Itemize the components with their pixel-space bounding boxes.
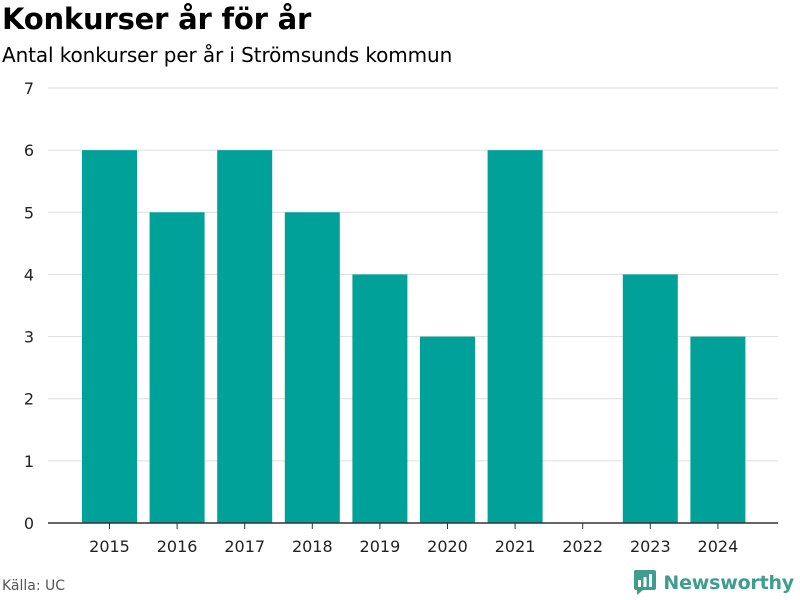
bar [149, 212, 205, 524]
y-tick-label: 2 [24, 390, 34, 409]
x-tick-label: 2018 [292, 537, 333, 556]
x-tick-label: 2017 [224, 537, 265, 556]
x-tick-label: 2019 [360, 537, 401, 556]
bar [487, 150, 543, 523]
bar [284, 212, 340, 524]
bar [622, 274, 678, 523]
y-tick-label: 7 [24, 79, 34, 98]
newsworthy-logo-icon [634, 570, 657, 595]
brand-name: Newsworthy [663, 571, 794, 594]
y-tick-label: 4 [24, 265, 34, 284]
y-tick-label: 3 [24, 328, 34, 347]
x-tick-label: 2021 [495, 537, 536, 556]
chart-title: Konkurser år för år [2, 2, 312, 36]
bar [217, 150, 273, 523]
bar [690, 336, 746, 523]
x-tick-label: 2022 [562, 537, 603, 556]
source-note: Källa: UC [2, 578, 66, 594]
y-tick-label: 0 [24, 514, 34, 533]
y-tick-label: 5 [24, 203, 34, 222]
brand-logo: Newsworthy [633, 569, 794, 596]
x-tick-label: 2023 [630, 537, 671, 556]
chart-subtitle: Antal konkurser per år i Strömsunds komm… [2, 43, 453, 67]
y-tick-label: 1 [24, 452, 34, 471]
x-tick-label: 2016 [157, 537, 198, 556]
bar [352, 274, 408, 523]
x-tick-label: 2020 [427, 537, 468, 556]
bar [420, 336, 475, 523]
y-tick-label: 6 [24, 141, 34, 160]
x-tick-label: 2024 [698, 537, 739, 556]
x-tick-label: 2015 [89, 537, 130, 556]
bar [82, 150, 137, 523]
